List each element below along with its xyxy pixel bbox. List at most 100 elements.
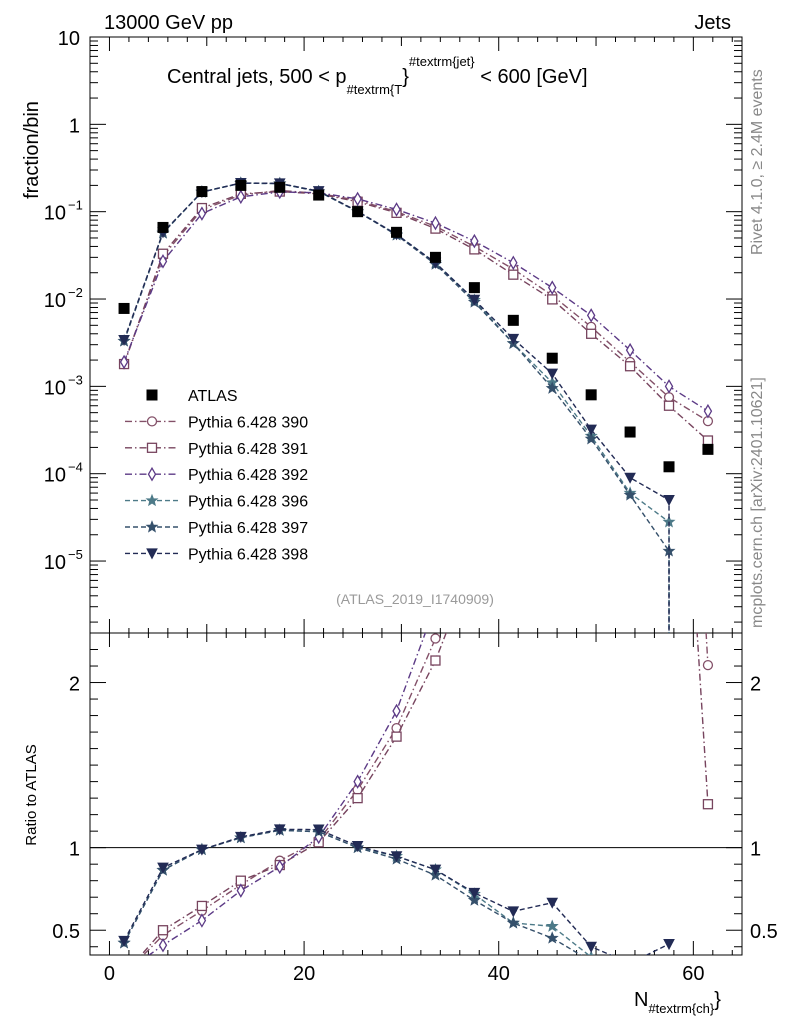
ratio-point [545,919,559,932]
ratio-point [351,841,364,853]
ratio-point [625,959,635,969]
ratio-series-5 [118,824,675,969]
ratio-point [471,444,478,456]
series-point [547,280,557,295]
ratio-point [352,792,363,804]
ratio-point [391,731,402,742]
series-point [547,294,558,305]
atlas-point [196,186,208,198]
legend-label: ATLAS [188,388,238,405]
ratio-line [140,633,709,955]
rivet-label: Rivet 4.1.0, ≥ 2.4M events [749,69,766,255]
ratio-point [663,968,674,979]
legend-marker [145,493,159,507]
ratio-point [157,925,169,936]
ratio-line [123,828,670,955]
ratio-tick-label: 1 [69,839,80,861]
ratio-point [197,913,207,928]
legend-marker [147,466,157,482]
series-point [624,361,636,372]
atlas-point [352,206,364,218]
mcplots-label: mcplots.cern.ch [arXiv:2401.10621] [749,377,766,628]
atlas-point [546,352,558,364]
atlas-point [157,221,169,233]
ratio-series-2 [121,444,711,979]
ratio-tick-label: 2 [750,674,761,696]
atlas-point [507,314,519,326]
series-point [468,294,481,306]
ratio-point [158,937,168,953]
series-point [509,255,518,271]
series-point [623,488,637,501]
y-tick-label: 10 [58,28,80,50]
series-line [123,191,709,412]
legend-marker [145,520,159,533]
plot-title: Central jets, 500 < p#textrm{T}#textrm{j… [167,54,588,97]
ratio-point [584,950,598,955]
ratio-series-0 [120,18,714,979]
ratio-point [590,954,592,955]
ratio-point [506,916,520,929]
ratio-point [235,831,247,844]
series-point [625,342,635,358]
ratio-line [147,633,427,955]
ratio-point [509,371,518,380]
legend-marker [146,389,158,401]
ratio-point [196,900,208,912]
ratio-point [429,864,442,876]
ratio-point [663,938,675,951]
y-tick-exponent: −4 [68,460,83,475]
ratio-tick-label: 0.5 [52,921,80,943]
ratio-point [587,18,596,27]
ratio-point [626,73,635,82]
ratio-point [468,887,481,899]
atlas-point [468,282,480,294]
series-point [431,215,440,231]
analysis-id: (ATLAS_2019_I1740909) [336,591,494,607]
y-tick-label: 10 [44,465,66,487]
ratio-point [548,143,557,152]
ratio-point [470,556,479,565]
legend-label: Pythia 6.428 396 [188,494,308,511]
ratio-point [120,970,129,979]
series-line [123,182,670,633]
legend-marker [146,442,158,453]
ratio-point [509,458,518,467]
series-line [123,182,670,633]
y-tick-exponent: −1 [68,198,83,213]
ratio-point [121,967,128,979]
legend-label: Pythia 6.428 390 [188,414,308,431]
series-point [507,333,520,345]
ratio-line [142,633,709,955]
y-axis-label: fraction/bin [21,101,43,199]
ratio-point [546,897,559,909]
series-point [584,432,598,445]
ratio-point [273,824,286,836]
x-tick-label: 60 [682,963,704,985]
ratio-point [704,555,711,567]
legend-entry: Pythia 6.428 396 [125,494,308,511]
series-line [123,189,709,422]
x-axis-label: N#textrm{ch}} [634,989,721,1016]
series-point [664,379,674,394]
ratio-point [665,183,674,192]
ratio-point [624,974,635,985]
series-point [663,494,675,507]
ratio-series-layer [117,18,714,986]
y-tick-exponent: −3 [68,372,83,387]
ratio-point [624,975,635,986]
ratio-point [545,931,559,944]
y-tick-exponent: −5 [68,547,83,562]
legend-entry: Pythia 6.428 391 [125,441,308,458]
legend-entry: ATLAS [146,388,238,405]
main-series-layer [117,176,714,633]
x-tick-label: 40 [488,963,510,985]
atlas-point [118,302,130,314]
series-line [123,190,709,442]
atlas-point [313,189,325,201]
ratio-tick-label: 0.5 [750,921,778,943]
series-point [624,472,636,484]
ratio-point [196,844,208,856]
main-plot-frame [89,36,743,634]
